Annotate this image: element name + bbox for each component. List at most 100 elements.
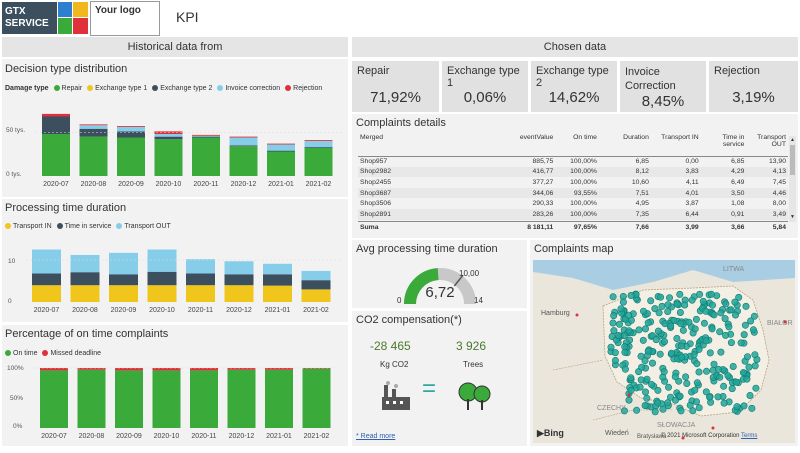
map-point bbox=[660, 368, 668, 376]
scroll-up-icon[interactable]: ▲ bbox=[790, 137, 795, 143]
logo-text-gtx: GTX bbox=[5, 6, 26, 17]
map-terms-link[interactable]: Terms bbox=[741, 433, 758, 439]
col-on-time[interactable]: On time bbox=[573, 134, 597, 141]
col-transport-in[interactable]: Transport IN bbox=[661, 134, 699, 141]
map-point bbox=[706, 393, 714, 401]
map-point bbox=[715, 365, 723, 373]
factory-icon bbox=[382, 381, 410, 410]
map-point bbox=[649, 359, 657, 367]
map-point bbox=[700, 319, 708, 327]
col-transport-out[interactable]: Transport OUT bbox=[757, 134, 786, 148]
cell: 4,01 bbox=[685, 189, 699, 197]
bar-segment-on-time bbox=[152, 370, 181, 428]
city-marker bbox=[783, 320, 787, 324]
map-point bbox=[635, 326, 643, 334]
bar-segment-invoice-correction bbox=[79, 125, 108, 129]
scroll-thumb[interactable] bbox=[790, 145, 795, 175]
avg-processing-title: Avg processing time duration bbox=[356, 243, 498, 255]
map-point bbox=[744, 353, 752, 361]
chosen-data-bar[interactable]: Chosen data bbox=[352, 37, 798, 57]
bar-segment-transport-in bbox=[301, 289, 331, 302]
x-tick-label: 2020-11 bbox=[193, 181, 218, 188]
table-scrollbar[interactable]: ▲ ▼ bbox=[789, 136, 796, 222]
bar-segment-missed-deadline bbox=[40, 368, 68, 371]
ontime-panel: Percentage of on time complaints On time… bbox=[2, 325, 348, 446]
map-point bbox=[654, 386, 662, 394]
map-canvas[interactable]: LITWA Hamburg BIAŁOR CZECHY SŁOWACJA Wie… bbox=[533, 260, 795, 443]
bar-segment-invoice-correction bbox=[117, 127, 145, 132]
bar-segment-missed-deadline bbox=[227, 368, 256, 370]
table-row[interactable]: Shop3506 290,33 100,00% 4,95 3,87 1,08 8,00 bbox=[358, 198, 788, 209]
legend-time-in-service: Time in service bbox=[64, 223, 112, 230]
map-point bbox=[642, 388, 650, 396]
legend-transport-out: Transport OUT bbox=[124, 223, 171, 230]
legend-rejection: Rejection bbox=[293, 85, 323, 92]
x-tick-label: 2021-01 bbox=[265, 307, 291, 314]
historical-data-title: Historical data from bbox=[127, 41, 223, 53]
kpi-repair-value: 71,92% bbox=[370, 89, 421, 106]
total-cell: 8 181,11 bbox=[527, 223, 554, 231]
table-row[interactable]: Shop2455 377,27 100,00% 10,60 4,11 6,49 7,45 bbox=[358, 177, 788, 188]
bar-segment-repair bbox=[154, 139, 183, 176]
cell: 4,13 bbox=[772, 168, 786, 176]
read-more-link[interactable]: * Read more bbox=[356, 433, 396, 440]
col-eventvalue[interactable]: eventValue bbox=[519, 134, 554, 141]
table-row[interactable]: Shop2982 416,77 100,00% 8,12 3,83 4,29 4,13 bbox=[358, 166, 788, 178]
historical-data-bar[interactable]: Historical data from bbox=[2, 37, 348, 57]
map-point bbox=[625, 311, 633, 319]
bar-segment-transport-in bbox=[224, 285, 254, 302]
table-row[interactable]: Shop957 885,75 100,00% 6,85 0,00 6,85 13,90 bbox=[358, 156, 788, 167]
map-point bbox=[639, 336, 647, 344]
map-point bbox=[676, 308, 684, 316]
cell: 283,26 bbox=[532, 210, 554, 218]
map-point bbox=[737, 339, 745, 347]
co2-kg-value: -28 465 bbox=[370, 339, 411, 353]
map-point bbox=[658, 302, 666, 310]
complaints-details-panel: Complaints details Merged eventValue On … bbox=[352, 114, 798, 238]
map-point bbox=[673, 300, 681, 308]
col-duration[interactable]: Duration bbox=[623, 134, 649, 141]
cell: 8,12 bbox=[635, 168, 649, 176]
bing-logo: ▶Bing bbox=[537, 428, 564, 439]
complaints-table-wrap[interactable]: Merged eventValue On time Duration Trans… bbox=[358, 134, 788, 236]
bar-segment-time-in-service bbox=[186, 273, 215, 286]
bar-segment-time-in-service bbox=[147, 271, 177, 286]
avg-gauge bbox=[404, 268, 476, 305]
table-row[interactable]: Shop3687 344,06 93,55% 7,51 4,01 3,50 4,46 bbox=[358, 187, 788, 199]
cell: Shop3506 bbox=[360, 200, 391, 208]
bar-segment-transport-out bbox=[70, 254, 100, 273]
map-point bbox=[717, 348, 725, 356]
bar-segment-repair bbox=[304, 148, 333, 176]
bar-segment-exchange-type-2 bbox=[192, 136, 220, 138]
map-point bbox=[621, 348, 629, 356]
bar-segment-rejection bbox=[154, 131, 183, 134]
cell: 93,55% bbox=[573, 189, 597, 197]
map-point bbox=[722, 300, 730, 308]
bar-segment-transport-out bbox=[32, 249, 61, 274]
x-tick-label: 2020-10 bbox=[156, 181, 182, 188]
x-tick-label: 2021-02 bbox=[306, 181, 332, 188]
cell: 10,60 bbox=[631, 178, 649, 186]
bar-segment-invoice-correction bbox=[192, 135, 220, 137]
x-tick-label: 2020-09 bbox=[116, 433, 142, 440]
col-time-in-service[interactable]: Time in service bbox=[722, 134, 745, 148]
bar-segment-time-in-service bbox=[70, 272, 100, 286]
col-merged[interactable]: Merged bbox=[360, 134, 384, 141]
map-point bbox=[627, 291, 635, 299]
cell: 344,06 bbox=[532, 189, 554, 197]
cell: 3,83 bbox=[685, 168, 699, 176]
map-label-slowacja: SŁOWACJA bbox=[657, 422, 696, 429]
bar-segment-rejection bbox=[192, 134, 220, 136]
bar-segment-repair bbox=[79, 136, 108, 176]
legend-transport-in: Transport IN bbox=[13, 223, 52, 230]
bar-segment-time-in-service bbox=[32, 273, 61, 286]
map-point bbox=[677, 407, 685, 415]
bar-segment-repair bbox=[117, 137, 145, 176]
cell: 3,50 bbox=[731, 189, 745, 197]
table-row[interactable]: Shop2891 283,26 100,00% 7,35 6,44 0,91 3,49 bbox=[358, 208, 788, 220]
cell: 3,49 bbox=[772, 210, 786, 218]
bar-segment-exchange-type-2 bbox=[42, 116, 70, 134]
map-point bbox=[706, 349, 714, 357]
scroll-down-icon[interactable]: ▼ bbox=[790, 214, 795, 220]
bar-segment-transport-out bbox=[186, 259, 215, 274]
